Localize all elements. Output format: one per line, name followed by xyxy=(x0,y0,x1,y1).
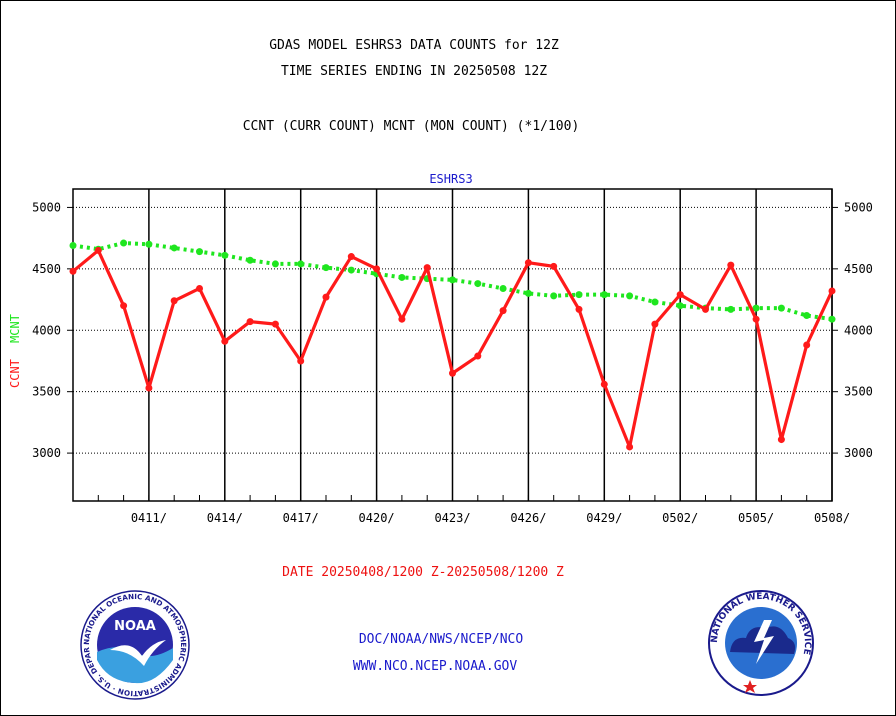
ccnt-point xyxy=(246,318,254,326)
x-tick-label: 0429/ xyxy=(586,511,622,525)
mcnt-point xyxy=(449,276,456,284)
mcnt-point xyxy=(550,292,558,300)
y-tick-label-left: 5000 xyxy=(32,200,61,214)
ccnt-point xyxy=(373,265,381,273)
ccnt-point xyxy=(626,443,634,451)
plot-label: ESHRS3 xyxy=(429,172,473,186)
ccnt-point xyxy=(803,341,811,349)
mcnt-point xyxy=(347,266,355,274)
y-tick-label-right: 5000 xyxy=(844,200,873,214)
mcnt-point xyxy=(271,260,279,268)
y-tick-label-right: 3000 xyxy=(844,446,873,460)
x-tick-label: 0411/ xyxy=(131,511,167,525)
mcnt-point xyxy=(803,312,811,320)
mcnt-point xyxy=(600,291,608,299)
ccnt-point xyxy=(347,253,355,261)
x-tick-label: 0502/ xyxy=(662,511,698,525)
mcnt-point xyxy=(499,284,507,292)
x-tick-label: 0414/ xyxy=(207,511,243,525)
doc-noaa-link[interactable]: DOC/NOAA/NWS/NCEP/NCO xyxy=(358,632,524,647)
nws-logo: NATIONAL WEATHER SERVICE xyxy=(708,590,814,696)
ccnt-point xyxy=(221,337,229,345)
mcnt-point xyxy=(196,248,203,256)
ccnt-point xyxy=(120,302,128,310)
date-range-label: DATE 20250408/1200 Z-20250508/1200 Z xyxy=(282,565,564,580)
y-tick-label-left: 4500 xyxy=(32,262,61,276)
ccnt-point xyxy=(94,246,102,254)
ccnt-point xyxy=(499,307,507,315)
nco-website-link[interactable]: WWW.NCO.NCEP.NOAA.GOV xyxy=(352,659,518,674)
x-tick-label: 0420/ xyxy=(359,511,395,525)
ccnt-point xyxy=(398,315,406,323)
ccnt-point xyxy=(69,267,77,275)
ccnt-point xyxy=(550,262,558,270)
mcnt-point xyxy=(777,304,785,312)
ccnt-point xyxy=(474,352,482,360)
mcnt-point xyxy=(145,240,153,248)
ccnt-point xyxy=(170,297,178,305)
y-tick-label-left: 3000 xyxy=(32,446,61,460)
mcnt-point xyxy=(474,280,482,288)
mcnt-point xyxy=(828,315,836,323)
y-tick-label-right: 3500 xyxy=(844,385,873,399)
ccnt-point xyxy=(196,284,203,292)
x-tick-label: 0426/ xyxy=(510,511,546,525)
mcnt-point xyxy=(575,291,583,299)
mcnt-point xyxy=(297,260,305,268)
ccnt-point xyxy=(575,305,583,313)
x-tick-label: 0508/ xyxy=(814,511,850,525)
mcnt-point xyxy=(752,304,760,312)
mcnt-point xyxy=(69,242,77,250)
mcnt-point xyxy=(170,244,178,252)
ccnt-point xyxy=(752,315,760,323)
mcnt-point xyxy=(120,239,128,247)
ccnt-point xyxy=(449,369,456,377)
y-tick-label-right: 4500 xyxy=(844,262,873,276)
mcnt-point xyxy=(398,273,406,281)
mcnt-point xyxy=(651,298,659,306)
ccnt-point xyxy=(271,320,279,328)
mcnt-point xyxy=(524,289,532,297)
chart-title-line2: TIME SERIES ENDING IN 20250508 12Z xyxy=(280,64,548,79)
y-tick-label-left: 3500 xyxy=(32,385,61,399)
ccnt-point xyxy=(524,259,532,267)
mcnt-point xyxy=(676,302,684,310)
mcnt-point xyxy=(626,292,634,300)
x-tick-label: 0417/ xyxy=(283,511,319,525)
ccnt-point xyxy=(702,305,709,313)
noaa-logo: NATIONAL OCEANIC AND ATMOSPHERIC ADMINIS… xyxy=(80,590,190,700)
chart-subtitle: CCNT (CURR COUNT) MCNT (MON COUNT) (*1/1… xyxy=(242,119,580,134)
ccnt-point xyxy=(727,261,735,269)
mcnt-point xyxy=(246,256,254,264)
y-tick-label-left: 4000 xyxy=(32,323,61,337)
ccnt-point xyxy=(297,357,305,365)
ccnt-point xyxy=(676,291,684,299)
ccnt-point xyxy=(423,264,431,272)
x-tick-label: 0423/ xyxy=(434,511,470,525)
mcnt-point xyxy=(322,264,330,272)
noaa-logo-text: NOAA xyxy=(114,619,156,634)
ccnt-point xyxy=(651,320,659,328)
mcnt-point xyxy=(727,305,735,313)
mcnt-point xyxy=(221,251,229,259)
ccnt-point xyxy=(145,384,153,392)
ccnt-point xyxy=(322,293,330,301)
y-tick-label-right: 4000 xyxy=(844,323,873,337)
chart-title-line1: GDAS MODEL ESHRS3 DATA COUNTS for 12Z xyxy=(269,38,559,53)
ccnt-point xyxy=(777,436,785,444)
x-tick-label: 0505/ xyxy=(738,511,774,525)
ccnt-point xyxy=(828,287,836,295)
ccnt-point xyxy=(600,380,608,388)
